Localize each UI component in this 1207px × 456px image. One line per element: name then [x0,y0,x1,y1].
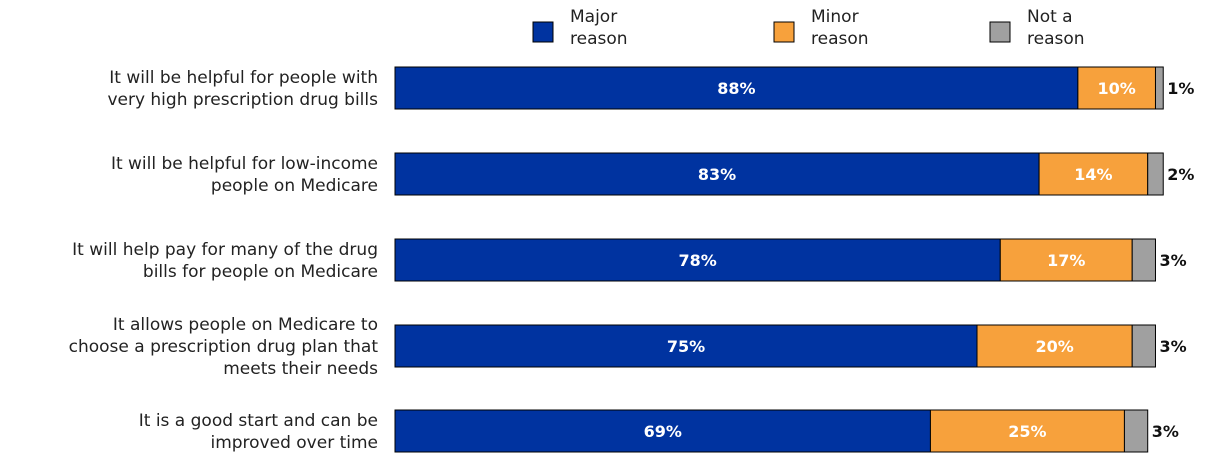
category-label: very high prescription drug bills [107,90,378,110]
data-label: 83% [698,165,736,184]
category-label: people on Medicare [211,176,378,196]
bar-segment-1 [394,324,978,368]
bar-segment-1 [394,66,1079,110]
data-label: 78% [678,251,716,270]
data-label: 69% [644,422,682,441]
category-label: meets their needs [223,359,378,379]
bar-row-3: It will help pay for many of the drugbil… [72,238,1187,282]
bar-segment-3 [1131,238,1156,282]
legend-label: Major [570,7,617,27]
bar-segment-2 [929,409,1125,453]
legend-label: reason [1027,29,1085,49]
category-label: choose a prescription drug plan that [69,337,379,357]
bar-segment-2 [976,324,1133,368]
data-label: 75% [667,337,705,356]
bar-segment-3 [1147,152,1164,196]
bar-segment-1 [394,409,931,453]
category-label: improved over time [210,433,378,453]
legend-swatch [773,21,795,43]
category-label: It is a good start and can be [139,411,378,431]
data-label: 14% [1074,165,1112,184]
bar-segment-3 [1123,409,1149,453]
data-label: 88% [717,79,755,98]
data-label: 17% [1047,251,1085,270]
bar-segment-2 [999,238,1133,282]
legend-swatch [532,21,554,43]
category-label: It allows people on Medicare to [113,315,378,335]
category-label: bills for people on Medicare [143,262,378,282]
bar-row-2: It will be helpful for low-incomepeople … [111,152,1194,196]
data-label: 1% [1167,79,1194,98]
bar-segment-3 [1154,66,1164,110]
data-label: 25% [1008,422,1046,441]
category-label: It will help pay for many of the drug [72,240,378,260]
data-label: 20% [1035,337,1073,356]
bar-segment-2 [1077,66,1156,110]
data-label: 10% [1098,79,1136,98]
legend-swatch [989,21,1011,43]
bar-segment-3 [1131,324,1156,368]
category-label: It will be helpful for people with [109,68,378,88]
bar-segment-1 [394,152,1040,196]
bar-segment-1 [394,238,1001,282]
legend-label: Minor [811,7,859,27]
legend-label: Not a [1027,7,1073,27]
data-label: 3% [1159,337,1186,356]
legend-label: reason [811,29,869,49]
category-label: It will be helpful for low-income [111,154,378,174]
data-label: 3% [1159,251,1186,270]
data-label: 3% [1152,422,1179,441]
data-label: 2% [1167,165,1194,184]
legend-label: reason [570,29,628,49]
